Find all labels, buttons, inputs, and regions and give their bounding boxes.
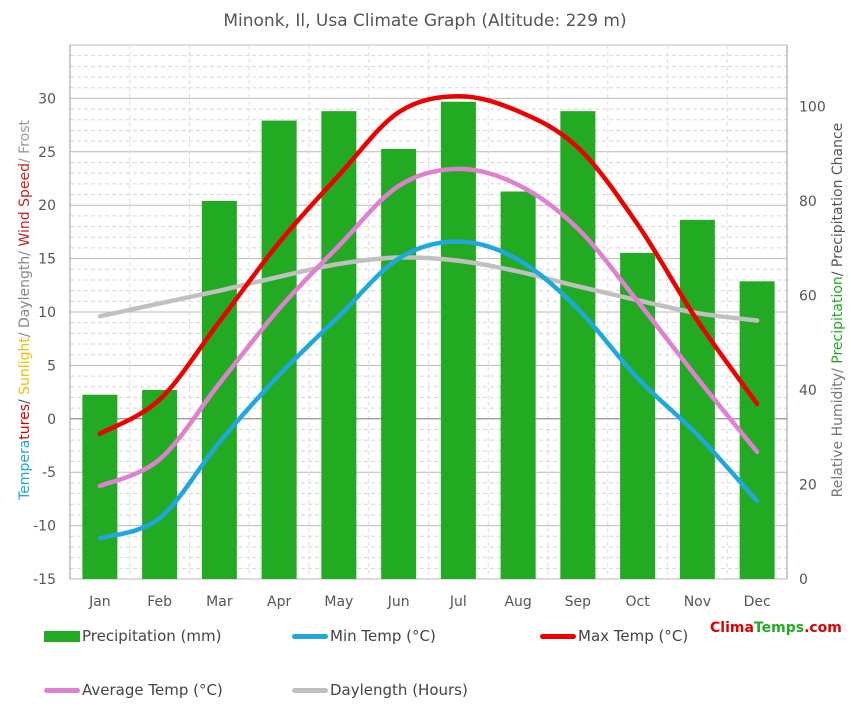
legend-daylength: Daylength (Hours) [292,681,468,699]
avg-temp-line [97,166,760,489]
max-temp-swatch [540,633,576,639]
axis-label-part: / Precipitation Chance [830,123,846,277]
series-lines [97,94,760,541]
right-axis-ticks: 0 20 40 60 80 100 [799,99,826,588]
axis-label-part: Precipitation [830,276,846,364]
left-tick-label: -15 [33,572,56,588]
chart-title: Minonk, Il, Usa Climate Graph (Altitude:… [223,11,626,31]
axis-label-part: Sunlight [17,337,33,395]
x-tick-label: Sep [565,594,592,610]
x-tick-label: Jul [449,594,467,610]
brand-part-2: Temps [753,620,805,636]
x-tick-label: Nov [684,594,711,610]
avg-temp-swatch [44,687,80,693]
left-tick-label: 5 [47,358,56,374]
axis-label-part: tures [17,404,33,440]
legend-precipitation: Precipitation (mm) [44,627,221,645]
right-axis-label: Relative Humidity/ Precipitation/ Precip… [830,123,846,498]
precipitation-swatch [44,630,80,642]
x-tick-label: Dec [744,594,771,610]
x-tick-label: May [324,594,353,610]
axis-label-part: / [17,395,33,404]
x-tick-label: Aug [504,594,531,610]
axis-label-part: Relative Humidity/ [830,364,846,498]
left-axis-ticks: -15 -10 -5 0 5 10 15 20 25 30 [33,91,56,588]
legend-min-temp: Min Temp (°C) [292,627,436,645]
x-tick-label: Jun [387,594,410,610]
x-tick-label: Jan [88,594,111,610]
right-tick-label: 0 [799,572,808,588]
bar-may [321,111,357,579]
x-axis-ticks: Jan Feb Mar Apr May Jun Jul Aug Sep Oct Nov Dec [88,594,771,610]
grid [69,44,788,580]
bar-feb [142,389,178,579]
bar-jul [440,101,476,580]
legend-min-temp-label: Min Temp (°C) [330,627,436,645]
legend-daylength-label: Daylength (Hours) [330,681,468,699]
legend-precipitation-label: Precipitation (mm) [82,627,222,645]
left-tick-label: -10 [33,519,56,535]
right-tick-label: 60 [799,288,817,304]
left-tick-label: 20 [38,198,56,214]
max-temp-line [97,94,760,437]
right-tick-label: 40 [799,383,817,399]
bar-mar [201,200,237,579]
bar-sep [560,111,596,579]
x-tick-label: Feb [147,594,172,610]
x-tick-label: Apr [267,594,291,610]
daylength-line [97,255,760,323]
legend-avg-temp: Average Temp (°C) [44,681,223,699]
right-tick-label: 100 [799,99,826,115]
min-temp-swatch [292,633,328,639]
left-tick-label: 30 [38,91,56,107]
axis-label-part: Tempera [17,440,33,501]
left-tick-label: 10 [38,305,56,321]
x-tick-label: Oct [626,594,651,610]
min-temp-line [97,239,760,541]
bar-nov [679,219,715,580]
brand-logo[interactable]: ClimaTemps.com [710,620,842,636]
brand-part-1: Clima [710,620,754,636]
left-tick-label: 25 [38,145,56,161]
bar-apr [261,120,297,579]
legend-max-temp: Max Temp (°C) [540,627,688,645]
left-axis-label: Temperatures/ Sunlight/ Daylength/ Wind … [17,120,33,501]
brand-part-3: .com [804,620,842,636]
legend-avg-temp-label: Average Temp (°C) [82,681,223,699]
daylength-swatch [292,687,328,693]
axis-label-part: / Frost [17,120,33,164]
bar-aug [500,191,536,579]
axis-label-part: Wind Speed [17,163,33,247]
bar-dec [739,281,775,579]
axis-label-part: / Daylength/ [17,247,33,338]
x-tick-label: Mar [206,594,233,610]
right-tick-label: 20 [799,477,817,493]
left-tick-label: 15 [38,252,56,268]
bar-oct [620,252,656,579]
left-tick-label: -5 [42,465,56,481]
left-tick-label: 0 [47,412,56,428]
precipitation-bars [82,101,775,580]
right-tick-label: 80 [799,194,817,210]
bar-jun [381,148,417,579]
legend-max-temp-label: Max Temp (°C) [578,627,689,645]
